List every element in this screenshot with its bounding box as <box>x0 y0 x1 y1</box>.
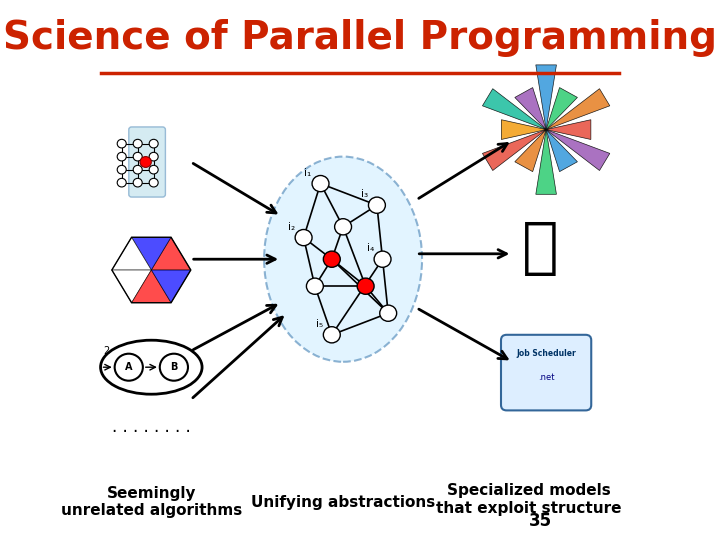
Circle shape <box>149 139 158 148</box>
Text: i₁: i₁ <box>305 168 312 178</box>
Text: 慎: 慎 <box>522 219 559 278</box>
Circle shape <box>323 251 341 267</box>
Polygon shape <box>151 270 191 303</box>
Text: Seemingly
unrelated algorithms: Seemingly unrelated algorithms <box>60 486 242 518</box>
Polygon shape <box>515 87 546 130</box>
Circle shape <box>133 152 143 161</box>
Polygon shape <box>112 237 151 270</box>
Polygon shape <box>546 87 577 130</box>
Circle shape <box>379 305 397 321</box>
Text: 35: 35 <box>529 512 552 530</box>
Text: A: A <box>125 362 132 372</box>
Circle shape <box>114 354 143 381</box>
Circle shape <box>149 152 158 161</box>
Circle shape <box>149 165 158 174</box>
Circle shape <box>149 178 158 187</box>
FancyBboxPatch shape <box>501 335 591 410</box>
Polygon shape <box>132 237 171 270</box>
Circle shape <box>374 251 391 267</box>
Circle shape <box>160 354 188 381</box>
Text: i₃: i₃ <box>361 190 368 199</box>
Circle shape <box>133 178 143 187</box>
Circle shape <box>369 197 385 213</box>
Polygon shape <box>536 130 557 194</box>
Polygon shape <box>501 120 546 139</box>
Circle shape <box>335 219 351 235</box>
Circle shape <box>312 176 329 192</box>
Circle shape <box>117 139 126 148</box>
Polygon shape <box>132 270 171 303</box>
Text: 2: 2 <box>103 346 109 356</box>
FancyBboxPatch shape <box>129 127 166 197</box>
Polygon shape <box>546 130 610 171</box>
Text: .net: .net <box>538 374 554 382</box>
Text: · · · · · · · ·: · · · · · · · · <box>112 423 191 441</box>
Polygon shape <box>482 89 546 130</box>
Circle shape <box>117 165 126 174</box>
Text: Specialized models
that exploit structure: Specialized models that exploit structur… <box>436 483 622 516</box>
Circle shape <box>133 165 143 174</box>
Text: Job Scheduler: Job Scheduler <box>516 349 576 358</box>
Circle shape <box>117 178 126 187</box>
Polygon shape <box>546 89 610 130</box>
Polygon shape <box>151 237 191 270</box>
Polygon shape <box>546 130 577 172</box>
Polygon shape <box>482 130 546 171</box>
Polygon shape <box>112 270 151 303</box>
Circle shape <box>323 327 341 343</box>
Text: i₄: i₄ <box>366 244 374 253</box>
Polygon shape <box>546 120 591 139</box>
Text: Science of Parallel Programming: Science of Parallel Programming <box>3 19 717 57</box>
Polygon shape <box>515 130 546 172</box>
Circle shape <box>295 230 312 246</box>
Text: i₅: i₅ <box>316 319 323 329</box>
Circle shape <box>133 139 143 148</box>
Circle shape <box>140 157 151 167</box>
Polygon shape <box>536 65 557 130</box>
Text: i₂: i₂ <box>287 222 294 232</box>
Ellipse shape <box>264 157 422 362</box>
Text: B: B <box>170 362 178 372</box>
Circle shape <box>117 152 126 161</box>
Circle shape <box>307 278 323 294</box>
Text: Unifying abstractions: Unifying abstractions <box>251 495 435 510</box>
Circle shape <box>357 278 374 294</box>
